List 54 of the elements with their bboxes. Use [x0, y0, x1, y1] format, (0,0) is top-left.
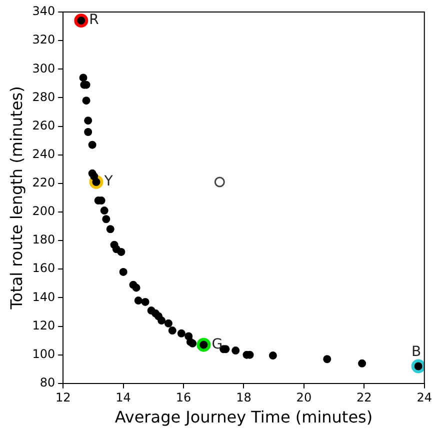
point [119, 268, 128, 276]
series-label: B [412, 344, 422, 360]
y-tick-label: 180 [32, 232, 56, 247]
x-axis-title: Average Journey Time (minutes) [114, 408, 373, 427]
point [411, 359, 424, 374]
point [168, 326, 176, 335]
point [358, 359, 366, 368]
y-tick-label: 240 [32, 146, 56, 161]
point [134, 296, 142, 305]
point [90, 172, 98, 180]
point [141, 298, 150, 306]
series-label: Y [103, 174, 114, 190]
x-tick-label: 14 [116, 390, 131, 405]
point [100, 206, 108, 215]
series-label: R [89, 12, 100, 28]
point [117, 248, 126, 256]
y-tick-label: 80 [40, 376, 56, 390]
x-tick-label: 12 [55, 390, 71, 405]
y-tick-label: 160 [32, 261, 56, 276]
point [164, 319, 172, 328]
y-tick-label: 200 [32, 204, 56, 218]
x-tick-label: 20 [296, 390, 312, 405]
y-tick-label: 260 [32, 118, 56, 132]
series-label: G [212, 336, 223, 352]
point [74, 14, 88, 28]
point [84, 116, 92, 125]
y-tick-label: 320 [32, 32, 56, 47]
x-tick-label: 18 [236, 390, 252, 405]
point [132, 284, 140, 292]
point [102, 215, 110, 224]
y-tick-label: 140 [32, 290, 56, 304]
y-tick-label: 100 [32, 346, 56, 361]
x-tick-label: 24 [416, 390, 432, 405]
y-tick-label: 120 [32, 318, 56, 332]
y-tick-label: 280 [32, 90, 56, 104]
point [106, 225, 114, 234]
x-tick-label: 22 [356, 390, 372, 405]
point [196, 338, 211, 352]
point [88, 140, 96, 149]
point [79, 74, 88, 82]
y-axis-title: Total route length (minutes) [6, 86, 26, 310]
point [177, 329, 186, 338]
point [232, 346, 240, 355]
point [158, 316, 166, 325]
y-tick-label: 340 [32, 4, 56, 18]
point [188, 339, 197, 348]
point [323, 355, 332, 364]
point [268, 352, 277, 360]
y-tick-label: 220 [32, 176, 56, 190]
point [214, 176, 225, 188]
x-tick-label: 16 [176, 390, 192, 405]
y-tick-label: 300 [32, 61, 56, 76]
point [82, 96, 90, 105]
point [84, 128, 92, 136]
